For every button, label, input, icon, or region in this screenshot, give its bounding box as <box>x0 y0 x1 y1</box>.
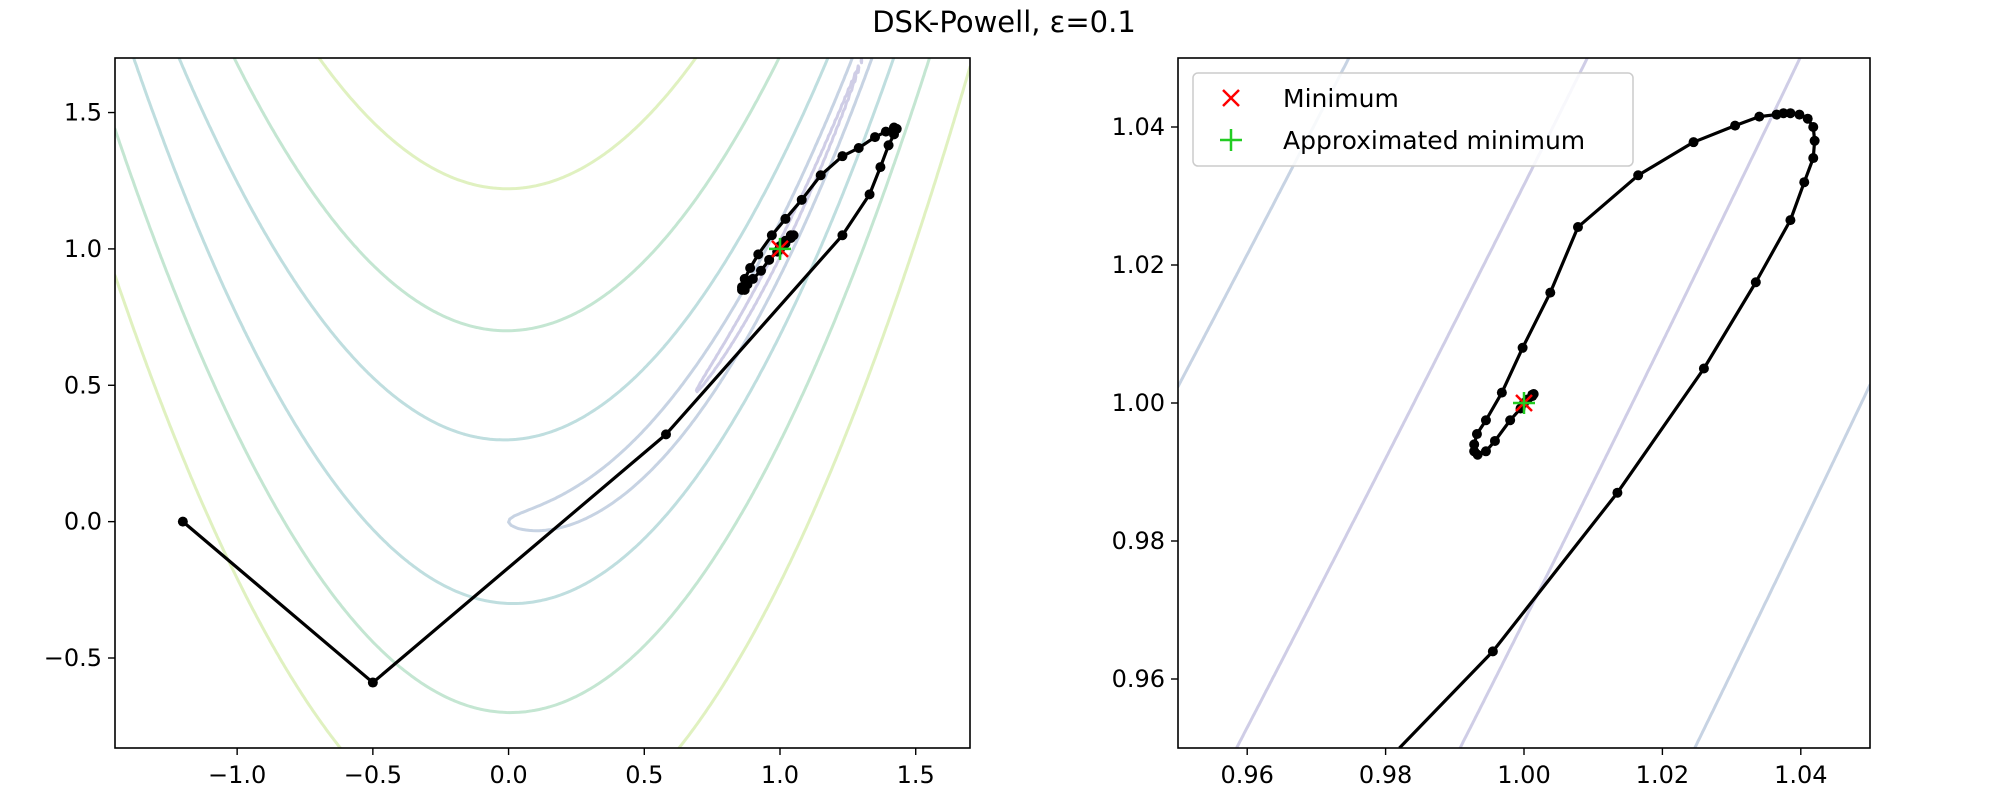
path-point <box>1698 363 1709 374</box>
path-point <box>177 516 188 527</box>
legend: Minimum Approximated minimum <box>1192 72 1634 167</box>
x-tick-label: 1.00 <box>1497 761 1550 789</box>
path-point <box>853 143 864 153</box>
path-point <box>1794 109 1805 120</box>
legend-label: Approximated minimum <box>1283 126 1585 155</box>
path-point <box>796 194 807 205</box>
legend-label: Minimum <box>1283 84 1399 113</box>
path-point <box>1496 387 1507 398</box>
path-point <box>815 170 826 181</box>
contour-lines <box>115 58 970 748</box>
path-point <box>889 122 899 133</box>
axes-frame <box>114 57 971 749</box>
plot-area <box>115 58 970 748</box>
path-point <box>1754 111 1765 122</box>
approx-minimum-marker <box>769 237 791 260</box>
path-point <box>875 162 886 173</box>
x-tick-label: 1.02 <box>1636 761 1689 789</box>
path-point <box>753 249 764 260</box>
x-tick-label: 1.0 <box>761 761 799 789</box>
contour-level <box>115 58 931 715</box>
y-tick-label: 0.0 <box>64 508 102 536</box>
left-plot: −1.0 −0.5 0.0 0.5 1.0 1.5 −0.5 0.0 0.5 1.0 1.5 <box>44 57 971 789</box>
y-tick-label: 1.04 <box>1112 113 1165 141</box>
path-point <box>1471 429 1482 440</box>
path-point <box>661 429 671 440</box>
path-point <box>880 126 891 137</box>
x-tick-label: 0.96 <box>1220 761 1273 789</box>
path-point <box>1572 222 1583 233</box>
x-tick-label: −1.0 <box>208 761 266 789</box>
path-point <box>1633 170 1644 181</box>
path-point <box>764 254 775 265</box>
path-point <box>1809 135 1820 146</box>
path-point <box>1808 153 1819 164</box>
y-tick-label: 1.00 <box>1112 389 1165 417</box>
path-point <box>1480 446 1491 457</box>
path-point <box>367 677 378 688</box>
x-tick-label: 1.5 <box>897 761 935 789</box>
legend-minimum-icon <box>1222 89 1240 107</box>
right-plot: 0.96 0.98 1.00 1.02 1.04 0.96 0.98 1.00 1.02 1.04… <box>1112 57 1871 789</box>
legend-box <box>1192 72 1634 167</box>
path-point <box>1489 435 1500 446</box>
path-point <box>1750 277 1761 288</box>
optimization-path <box>1398 111 1817 748</box>
path-point <box>1487 646 1498 657</box>
contour-level <box>115 58 970 748</box>
path-point <box>1808 122 1819 132</box>
x-tick-label: −0.5 <box>344 761 402 789</box>
contour-level <box>507 58 874 533</box>
path-point <box>1802 113 1813 124</box>
path-point <box>870 132 880 143</box>
approx-minimum-marker <box>1513 392 1535 414</box>
path-point <box>1771 109 1782 120</box>
y-tick-label: 0.96 <box>1112 665 1165 693</box>
path-point <box>747 273 758 284</box>
figure-title: DSK-Powell, ε=0.1 <box>872 5 1136 39</box>
x-tick-label: 0.98 <box>1359 761 1412 789</box>
x-tick-label: 0.0 <box>489 761 527 789</box>
path-point <box>766 230 777 241</box>
path-point <box>1472 449 1483 460</box>
path-point <box>837 230 848 241</box>
path-point <box>1469 439 1480 450</box>
y-tick-label: 1.5 <box>64 99 102 127</box>
path-point <box>745 263 756 273</box>
path-point <box>1730 120 1741 131</box>
path-point <box>864 189 875 200</box>
path-point <box>1505 415 1516 426</box>
path-point <box>1799 177 1810 188</box>
path-point <box>1785 215 1796 226</box>
path-point <box>1612 487 1623 498</box>
path-point <box>1517 342 1528 353</box>
path-point <box>1480 415 1491 426</box>
path-point <box>780 213 791 224</box>
x-tick-label: 0.5 <box>625 761 663 789</box>
y-tick-label: 1.02 <box>1112 251 1165 279</box>
path-point <box>837 151 848 162</box>
path-point <box>883 140 894 151</box>
x-tick-label: 1.04 <box>1774 761 1827 789</box>
path-point <box>756 265 766 276</box>
y-tick-label: 1.0 <box>64 235 102 263</box>
path-point <box>1688 137 1699 148</box>
y-tick-label: −0.5 <box>44 644 102 672</box>
path-point <box>1545 287 1556 298</box>
y-tick-label: 0.98 <box>1112 527 1165 555</box>
contour-level <box>132 58 896 605</box>
y-tick-label: 0.5 <box>64 371 102 399</box>
path-point <box>1785 108 1796 119</box>
